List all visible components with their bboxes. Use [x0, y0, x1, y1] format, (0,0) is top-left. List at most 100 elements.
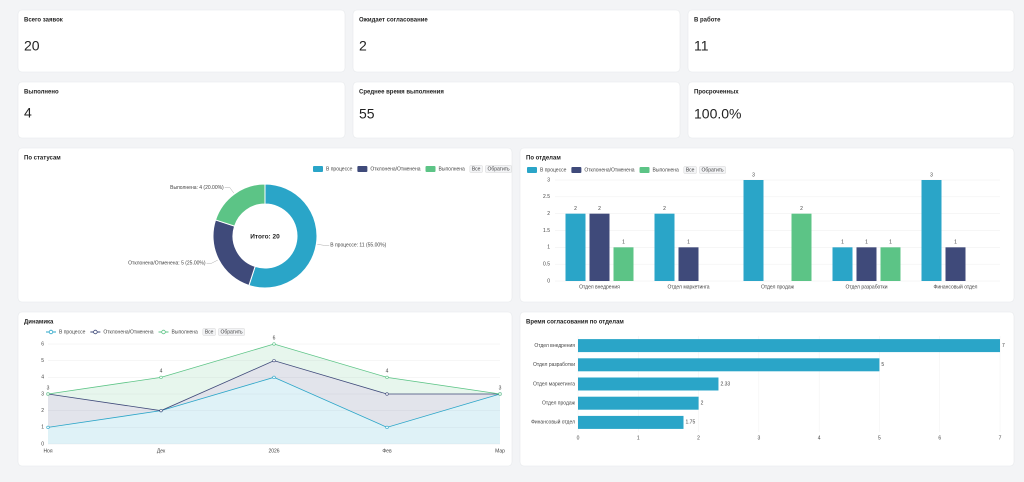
x-tick-label: Отдел маркетинга — [667, 284, 709, 290]
data-label: 2 — [701, 401, 704, 407]
legend-label[interactable]: Выполнена — [439, 166, 466, 172]
x-tick-label: Отдел внедрения — [579, 284, 620, 290]
area — [48, 360, 500, 428]
leader-line — [317, 244, 330, 246]
x-tick-label: Отдел разработки — [845, 284, 887, 290]
data-label: 2 — [663, 206, 666, 212]
y-tick-label: 2 — [547, 211, 550, 217]
legend-button-label[interactable]: Все — [686, 167, 695, 173]
y-tick-label: 6 — [41, 341, 44, 347]
point — [498, 392, 502, 396]
data-label: 6 — [273, 335, 276, 341]
legend-button[interactable] — [218, 328, 245, 336]
x-tick-label: Мар — [495, 448, 505, 454]
chart-title: Время согласования по отделам — [526, 320, 624, 326]
point — [272, 359, 276, 363]
data-label: 1 — [865, 240, 868, 246]
chart-title: По статусам — [24, 156, 61, 162]
legend-swatch — [639, 167, 650, 173]
legend-label[interactable]: Выполнена — [653, 167, 680, 173]
data-label: 1.75 — [686, 420, 696, 426]
bar — [578, 377, 719, 391]
kpi-card — [17, 81, 346, 139]
bar — [921, 180, 942, 281]
point — [46, 392, 50, 396]
point — [159, 409, 163, 413]
data-label: Отклонена/Отменена: 5 (25.00%) — [128, 261, 206, 267]
kpi-card — [352, 81, 681, 139]
legend-label[interactable]: Отклонена/Отменена — [103, 329, 153, 335]
data-label: 3 — [752, 172, 755, 178]
legend-button[interactable] — [485, 165, 512, 173]
data-label: 3 — [930, 172, 933, 178]
legend-label[interactable]: Отклонена/Отменена — [584, 167, 634, 173]
data-label: В процессе: 11 (55.00%) — [330, 243, 386, 249]
bar — [578, 358, 880, 372]
center-label: Итого: 20 — [250, 234, 280, 241]
legend-swatch — [527, 167, 537, 173]
bar — [654, 213, 675, 281]
chart-title: Динамика — [24, 320, 54, 326]
y-tick-label: Финансовый отдел — [531, 419, 575, 426]
kpi-label: Среднее время выполнения — [359, 90, 444, 96]
leader-line — [224, 187, 235, 194]
y-tick-label: 1.5 — [543, 228, 550, 234]
x-tick-label: 2 — [697, 435, 700, 441]
y-tick-label: Отдел маркетинга — [533, 381, 575, 387]
data-label: 1 — [954, 240, 957, 246]
y-tick-label: 1 — [41, 425, 44, 431]
chart-card — [17, 147, 513, 303]
bar — [578, 339, 1000, 353]
data-label: 1 — [889, 240, 892, 246]
legend-button-label[interactable]: Все — [472, 166, 481, 172]
x-tick-label: 0 — [577, 435, 580, 441]
legend-label[interactable]: В процессе — [326, 166, 353, 172]
bar — [945, 247, 966, 281]
y-tick-label: 2.5 — [543, 194, 550, 200]
data-label: 2 — [598, 206, 601, 212]
point — [159, 375, 163, 379]
chart-title: По отделам — [526, 156, 561, 162]
x-tick-label: Ноя — [43, 448, 52, 454]
data-label: 5 — [881, 362, 884, 368]
bar — [578, 396, 699, 410]
point — [385, 392, 389, 396]
x-tick-label: 3 — [757, 435, 760, 441]
bar — [613, 247, 634, 281]
bar — [578, 415, 684, 429]
legend-button[interactable] — [683, 166, 697, 174]
kpi-label: В работе — [694, 17, 721, 24]
legend-label[interactable]: Выполнена — [172, 329, 199, 335]
bar — [589, 213, 610, 281]
kpi-card — [352, 9, 681, 73]
kpi-label: Всего заявок — [24, 18, 63, 24]
kpi-value: 55 — [359, 106, 375, 122]
bar — [832, 247, 853, 281]
kpi-label: Ожидает согласование — [359, 18, 428, 24]
legend-label[interactable]: В процессе — [540, 167, 567, 173]
kpi-card — [17, 9, 346, 73]
legend-button-label[interactable]: Обратить — [487, 166, 510, 172]
kpi-value: 20 — [24, 38, 40, 54]
legend-button-label[interactable]: Все — [205, 329, 214, 335]
pie-slice — [248, 183, 318, 289]
y-tick-label: Отдел внедрения — [534, 343, 575, 349]
legend-button-label[interactable]: Обратить — [220, 329, 243, 335]
data-label: 4 — [160, 369, 163, 375]
bar — [743, 180, 764, 281]
legend-label[interactable]: В процессе — [59, 329, 86, 335]
y-tick-label: 1 — [547, 245, 550, 251]
kpi-label: Просроченных — [694, 90, 739, 96]
legend-button[interactable] — [202, 328, 216, 336]
y-tick-label: 0.5 — [543, 261, 550, 267]
legend-button[interactable] — [469, 165, 483, 173]
y-tick-label: 2 — [41, 408, 44, 414]
x-tick-label: Финансовый отдел — [934, 283, 978, 290]
legend-button[interactable] — [699, 166, 726, 174]
legend-label[interactable]: Отклонена/Отменена — [370, 166, 420, 172]
data-label: 2 — [574, 206, 577, 212]
x-tick-label: 4 — [818, 435, 821, 441]
legend-button-label[interactable]: Обратить — [701, 167, 724, 173]
bar — [856, 247, 877, 281]
